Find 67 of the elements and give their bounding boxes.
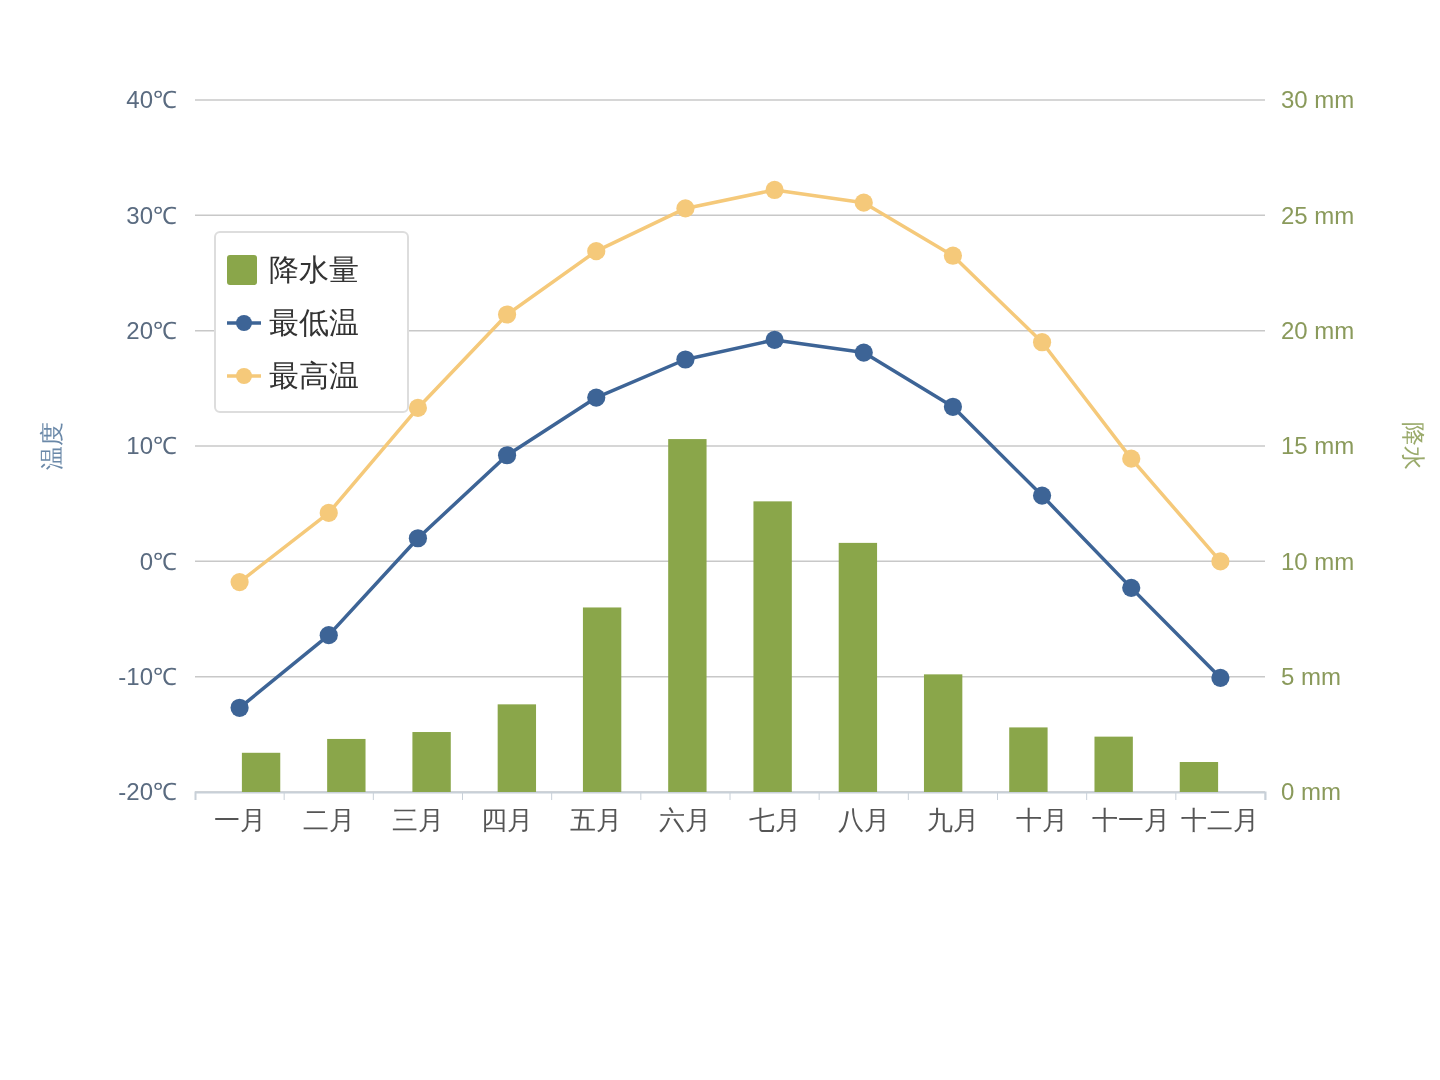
x-tick-label: 六月 <box>659 805 712 835</box>
point <box>1032 486 1052 505</box>
x-tick-label: 九月 <box>926 805 979 835</box>
point <box>676 350 695 369</box>
point <box>587 388 606 407</box>
y-tick-label: 0℃ <box>139 547 177 575</box>
bar <box>241 752 281 792</box>
y2-tick-label: 5 mm <box>1281 662 1341 690</box>
x-tick-label: 五月 <box>570 805 623 835</box>
point <box>765 180 784 200</box>
bar <box>582 607 622 792</box>
point <box>1122 578 1141 597</box>
point <box>408 529 428 548</box>
point <box>1122 449 1141 468</box>
x-tick-label: 四月 <box>481 805 534 835</box>
x-tick-label: 七月 <box>748 805 801 835</box>
x-tick-label: 八月 <box>837 805 890 835</box>
legend-label: 最高温 <box>269 358 359 393</box>
point <box>497 305 517 324</box>
y2-tick-label: 15 mm <box>1281 432 1355 460</box>
x-tick-label: 十月 <box>1016 805 1069 835</box>
point <box>408 398 428 418</box>
bar <box>753 501 792 792</box>
legend-label: 降水量 <box>269 252 359 287</box>
y-tick-label: 20℃ <box>126 316 177 344</box>
point <box>319 503 338 522</box>
y-tick-label: 10℃ <box>126 432 177 460</box>
y2-tick-label: 0 mm <box>1281 778 1341 806</box>
point <box>319 626 338 645</box>
point <box>587 242 606 261</box>
point <box>854 193 873 212</box>
y-tick-label: 30℃ <box>126 201 177 229</box>
point <box>943 246 963 265</box>
x-tick-label: 二月 <box>302 805 355 835</box>
point <box>765 330 784 349</box>
bar <box>412 732 451 792</box>
point <box>230 698 249 717</box>
point <box>230 573 249 592</box>
x-tick-label: 一月 <box>213 805 266 835</box>
bar <box>327 738 366 792</box>
y2-tick-label: 20 mm <box>1281 316 1355 344</box>
point <box>943 397 963 416</box>
bar <box>1094 736 1133 792</box>
y2-tick-label: 30 mm <box>1281 86 1355 114</box>
bar <box>668 439 707 792</box>
x-tick-label: 十二月 <box>1181 805 1260 835</box>
point <box>1211 668 1230 687</box>
legend-label: 最低温 <box>269 305 359 340</box>
point <box>1032 333 1052 352</box>
point <box>1211 552 1230 571</box>
bar <box>1009 727 1048 792</box>
x-tick-label: 十一月 <box>1092 805 1171 835</box>
point <box>676 199 695 218</box>
x-tick-label: 三月 <box>391 805 444 835</box>
y2-tick-label: 10 mm <box>1281 547 1355 575</box>
bar <box>923 674 963 792</box>
y-axis-title: 温度 <box>38 422 66 470</box>
bar <box>838 542 878 792</box>
bar <box>497 704 537 792</box>
point <box>854 343 873 362</box>
y2-axis-title: 降水 <box>1399 422 1427 470</box>
y-tick-label: -10℃ <box>118 662 177 690</box>
point <box>497 446 517 465</box>
y-tick-label: 40℃ <box>126 86 177 114</box>
y-tick-label: -20℃ <box>118 778 177 806</box>
bar <box>1179 762 1219 792</box>
y2-tick-label: 25 mm <box>1281 201 1355 229</box>
